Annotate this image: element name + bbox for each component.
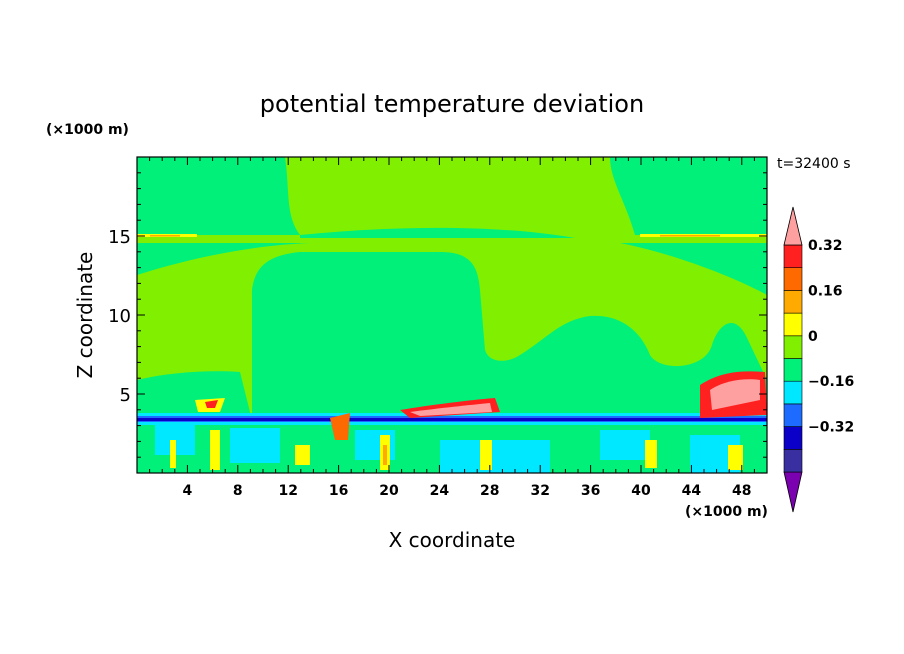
colorbar-segment-7 [783,312,803,337]
colorbar-segment-10 [783,244,803,269]
warm-patch-4 [710,379,760,410]
y-axis-label: Z coordinate [73,252,97,379]
layer-15-orange-right [660,235,720,237]
band-dark [137,418,767,421]
x-unit-label: (×1000 m) [685,504,768,520]
x-tick-label-2: 12 [278,483,297,499]
colorbar-arrow-bottom [783,471,803,513]
y-unit-label: (×1000 m) [46,122,129,138]
colorbar-segment-5 [783,358,803,382]
warm-patch-5 [330,413,350,440]
colorbar: 0.32 0.16 0 −0.16 −0.32 [783,206,854,513]
surface-cyan-5 [600,430,650,460]
colorbar-arrow-top [783,206,803,246]
contour-field [137,157,767,473]
x-tick-label-7: 32 [530,483,549,499]
x-tick-label-0: 4 [183,483,193,499]
layer-15-orange [150,235,180,237]
x-tick-label-10: 44 [682,483,702,499]
y-tick-group: 5 10 15 [108,172,767,458]
upper-mid-region [300,227,575,238]
surface-orange-1 [383,445,387,465]
x-tick-label-4: 20 [379,483,399,499]
surface-yellow-7 [728,445,743,470]
dome-left [252,252,767,420]
x-tick-label-5: 24 [430,483,450,499]
surface-yellow-1 [170,440,176,468]
colorbar-label-0: 0.32 [808,238,843,254]
mid-left-region [137,243,310,275]
y-tick-label-0: 5 [120,385,131,406]
surface-yellow-2 [210,430,220,470]
colorbar-segment-1 [783,448,803,473]
x-tick-label-11: 48 [732,483,751,499]
colorbar-segment-9 [783,267,803,291]
y-tick-label-2: 15 [108,227,131,248]
x-tick-label-8: 36 [581,483,600,499]
lower-left-region [137,371,252,420]
colorbar-label-2: 0 [808,329,818,345]
surface-cyan-4 [440,440,550,473]
time-label: t=32400 s [777,156,851,172]
upper-left-region [137,157,300,235]
x-tick-label-6: 28 [480,483,499,499]
surface-yellow-5 [480,440,492,470]
x-tick-label-1: 8 [233,483,243,499]
colorbar-label-3: −0.16 [808,374,854,390]
surface-yellow-6 [645,440,657,468]
colorbar-segment-6 [783,335,803,359]
x-tick-label-9: 40 [631,483,651,499]
x-tick-group: 4 8 12 16 20 24 28 32 36 40 44 48 [149,157,755,499]
surface-yellow-3 [295,445,310,465]
colorbar-label-1: 0.16 [808,283,843,299]
x-axis-label: X coordinate [389,528,516,552]
x-tick-label-3: 16 [329,483,348,499]
colorbar-segment-8 [783,290,803,314]
surface-cyan-2 [230,428,280,463]
chart-title: potential temperature deviation [260,90,644,118]
colorbar-label-4: −0.32 [808,420,854,436]
colorbar-segment-2 [783,426,803,450]
warm-patch-7 [205,400,218,408]
y-tick-label-1: 10 [108,306,131,327]
mid-right-region [620,243,767,295]
colorbar-segment-4 [783,380,803,405]
colorbar-segment-3 [783,403,803,427]
upper-right-region [610,157,767,235]
warm-patch-2 [410,403,492,416]
